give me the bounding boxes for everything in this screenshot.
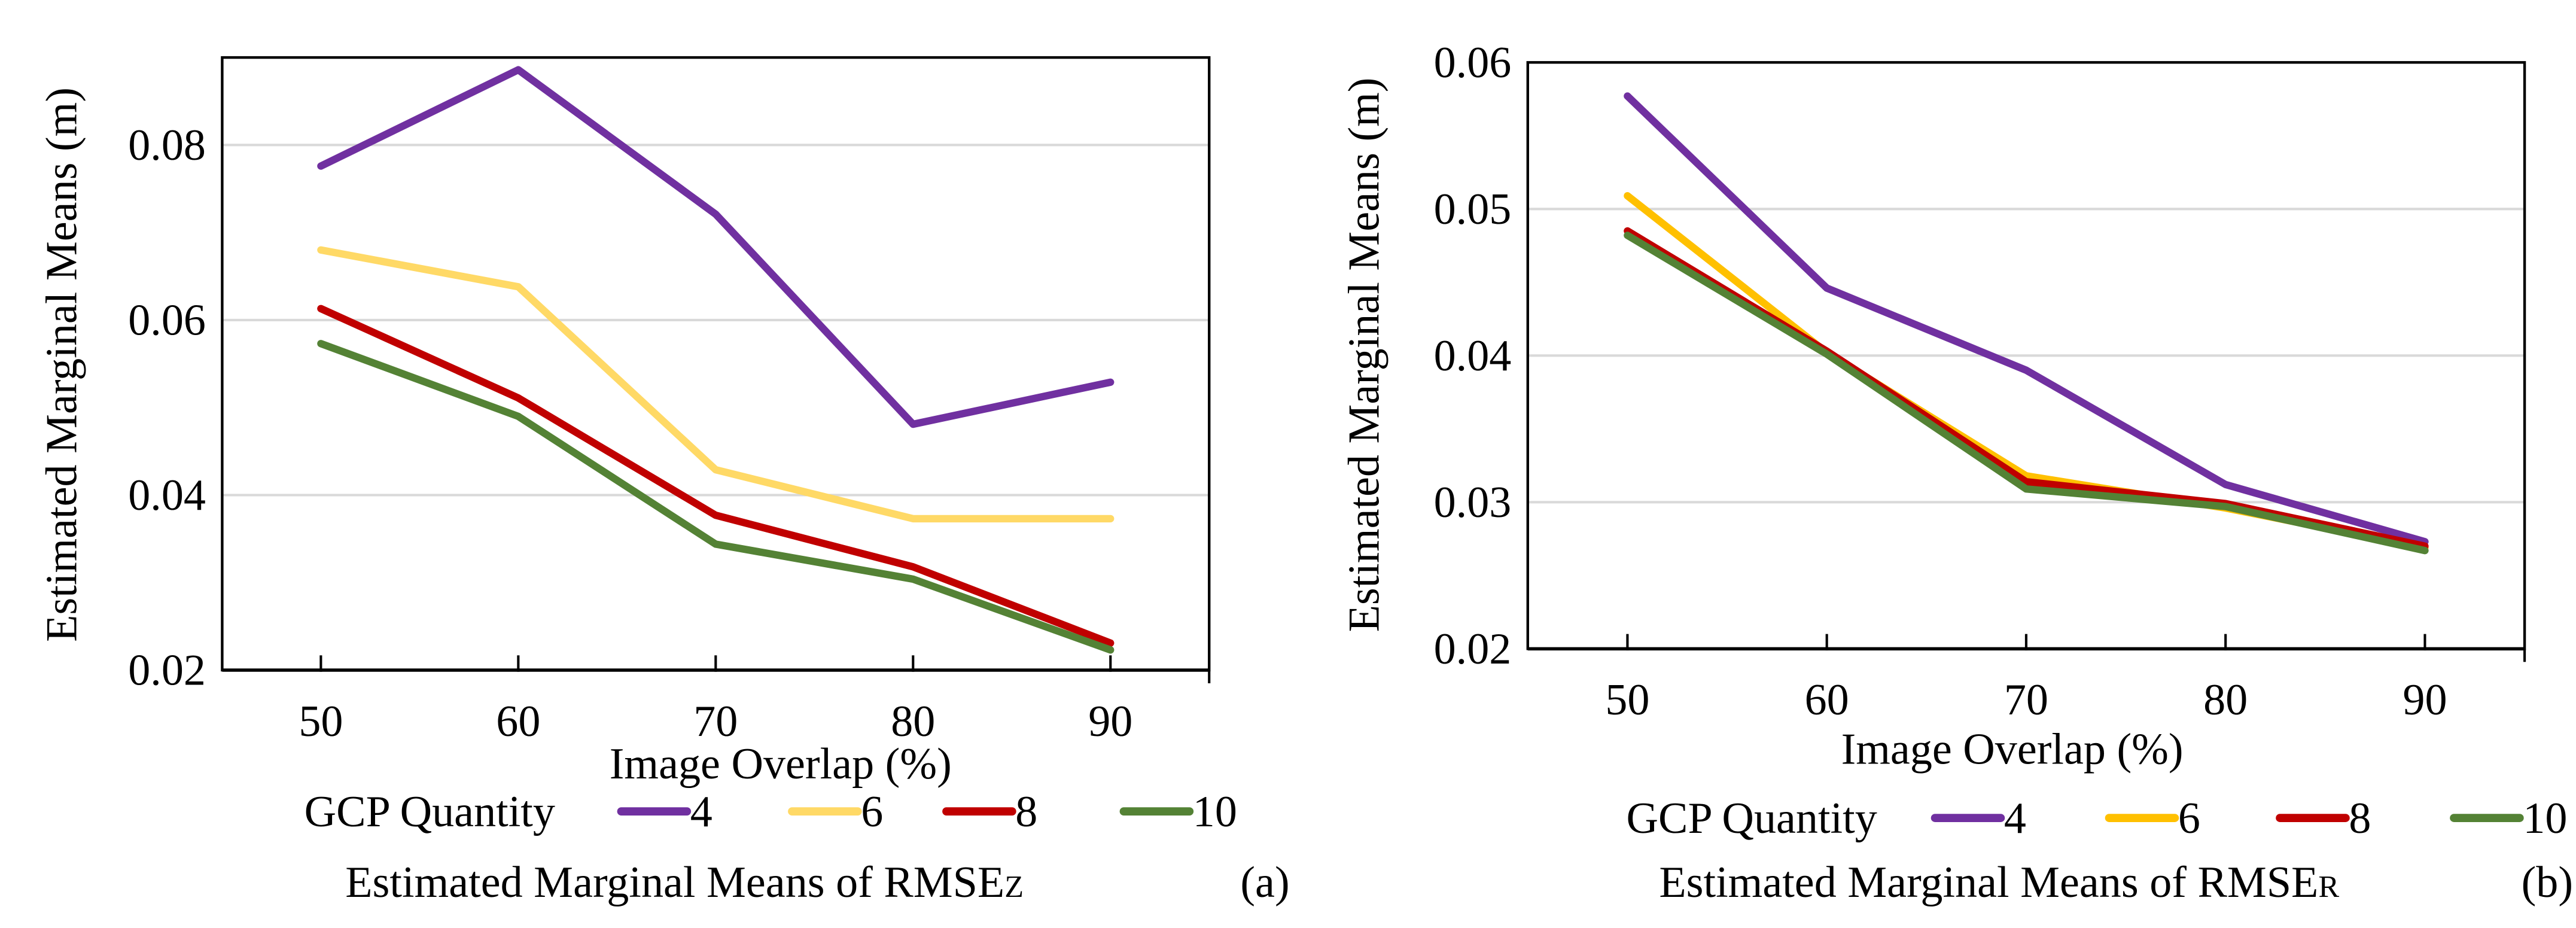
data-point-gcp-10 <box>2225 506 2226 507</box>
data-point-gcp-4 <box>913 424 914 425</box>
x-tick-label: 90 <box>2403 676 2447 725</box>
y-axis-title: Estimated Marginal Means (m) <box>1340 78 1389 632</box>
x-tick-label: 60 <box>1805 676 1849 725</box>
y-tick-label: 0.02 <box>128 646 206 695</box>
caption-text: Estimated Marginal Means of RMSE <box>1659 858 2318 907</box>
legend: GCP Quantity 4 6 8 10 <box>1626 794 2567 843</box>
y-tick-label: 0.04 <box>1434 331 1512 381</box>
legend: GCP Quantity 4 6 8 10 <box>305 787 1237 836</box>
legend-label-gcp-4: 4 <box>690 787 712 836</box>
x-tick-label: 70 <box>2004 676 2048 725</box>
legend-label-gcp-8: 8 <box>2349 794 2371 843</box>
x-axis-title: Image Overlap (%) <box>610 740 952 789</box>
series-line-gcp-8 <box>1624 227 2429 550</box>
legend-label-gcp-6: 6 <box>2178 794 2200 843</box>
x-tick-label: 70 <box>693 697 738 746</box>
series-line-gcp-4 <box>317 66 1115 428</box>
legend-title: GCP Quantity <box>305 787 555 836</box>
y-tick-label: 0.03 <box>1434 478 1512 527</box>
data-point-gcp-10 <box>913 579 914 580</box>
x-tick-label: 60 <box>496 697 540 746</box>
y-tick-label: 0.05 <box>1434 185 1512 234</box>
data-point-gcp-10 <box>518 416 519 417</box>
data-point-gcp-10 <box>1627 235 1628 236</box>
data-point-gcp-8 <box>715 515 716 516</box>
data-point-gcp-4 <box>518 69 519 70</box>
data-point-gcp-4 <box>715 214 716 215</box>
x-tick-label: 90 <box>1088 697 1132 746</box>
data-point-gcp-10 <box>1826 354 1827 355</box>
caption-text: Estimated Marginal Means of RMSE <box>345 858 1004 907</box>
legend-title: GCP Quantity <box>1626 794 1877 843</box>
y-tick-label: 0.06 <box>1434 38 1512 87</box>
y-axis-title: Estimated Marginal Means (m) <box>38 87 87 642</box>
chart-panel-a: 0.02 0.04 0.06 0.08 50 60 70 80 90 Estimated Marg… <box>38 56 1290 907</box>
chart-caption: Estimated Marginal Means of RMSEZ <box>345 858 1024 907</box>
chart-caption: Estimated Marginal Means of RMSER <box>1659 858 2339 907</box>
caption-subscript: Z <box>1004 870 1024 904</box>
y-tick-label: 0.08 <box>128 121 206 170</box>
x-tick-label: 50 <box>1605 676 1649 725</box>
chart-panel-b: 0.02 0.03 0.04 0.05 0.06 50 60 70 80 90 Estimated … <box>1340 38 2574 907</box>
y-tick-label: 0.02 <box>1434 625 1512 674</box>
panel-label: (b) <box>2522 858 2573 907</box>
panel-label: (a) <box>1240 858 1289 907</box>
x-axis-title: Image Overlap (%) <box>1841 725 2184 774</box>
legend-label-gcp-8: 8 <box>1015 787 1037 836</box>
caption-subscript: R <box>2318 870 2339 904</box>
series-line-gcp-10 <box>317 340 1115 654</box>
x-tick-label: 50 <box>299 697 343 746</box>
y-tick-label: 0.06 <box>128 296 206 345</box>
x-tick-label: 80 <box>2203 676 2248 725</box>
data-point-gcp-8 <box>1627 230 1628 232</box>
legend-label-gcp-10: 10 <box>1193 787 1237 836</box>
series-line-gcp-8 <box>317 305 1115 647</box>
data-point-gcp-4 <box>2026 370 2027 371</box>
legend-label-gcp-6: 6 <box>861 787 883 836</box>
legend-label-gcp-4: 4 <box>2004 794 2026 843</box>
legend-label-gcp-10: 10 <box>2523 794 2567 843</box>
y-tick-label: 0.04 <box>128 471 206 520</box>
x-tick-label: 80 <box>891 697 935 746</box>
